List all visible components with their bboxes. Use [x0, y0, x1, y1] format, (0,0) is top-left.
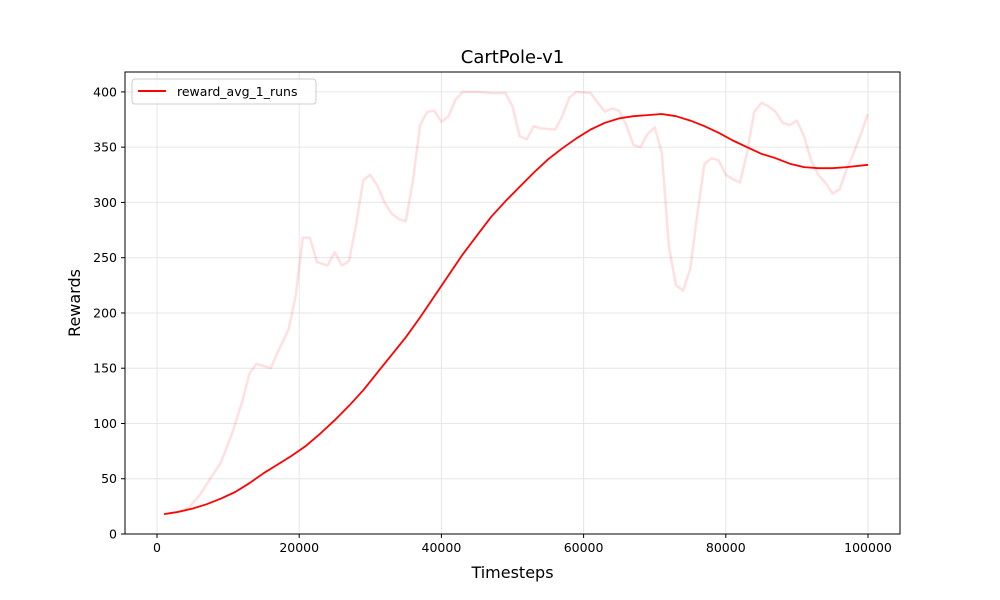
- y-tick-label: 0: [109, 527, 117, 542]
- y-tick-label: 50: [101, 471, 117, 486]
- y-tick-label: 300: [93, 195, 117, 210]
- legend-label: reward_avg_1_runs: [177, 84, 297, 99]
- y-tick-label: 400: [93, 84, 117, 99]
- y-tick-label: 200: [93, 305, 117, 320]
- x-axis-label: Timesteps: [470, 563, 553, 582]
- x-tick-label: 0: [153, 540, 161, 555]
- y-axis-label: Rewards: [65, 269, 84, 337]
- y-axis-ticks: 0 50 100 150 200 250 300 350 400: [93, 84, 125, 542]
- chart-title: CartPole-v1: [461, 47, 564, 68]
- series-layer: [163, 113, 869, 515]
- legend: reward_avg_1_runs: [131, 78, 317, 105]
- x-tick-label: 80000: [706, 540, 746, 555]
- legend-box: [131, 78, 317, 105]
- axes-background: [125, 72, 900, 534]
- axes-frame: [124, 71, 901, 535]
- x-tick-label: 60000: [564, 540, 604, 555]
- x-tick-label: 100000: [844, 540, 892, 555]
- x-axis-ticks: 0 20000 40000 60000 80000 100000: [153, 534, 892, 555]
- plot-area: 0 20000 40000 60000 80000 100000 0 50 100 150 200…: [93, 71, 901, 555]
- grid: [125, 72, 900, 535]
- raw-series-layer: [163, 90, 870, 516]
- y-tick-label: 150: [93, 361, 117, 376]
- y-tick-label: 100: [93, 416, 117, 431]
- raw-reward-line: [163, 90, 870, 516]
- y-tick-label: 250: [93, 250, 117, 265]
- series-line-reward-avg: [163, 113, 869, 515]
- x-tick-label: 20000: [279, 540, 319, 555]
- y-tick-label: 350: [93, 140, 117, 155]
- x-tick-label: 40000: [422, 540, 462, 555]
